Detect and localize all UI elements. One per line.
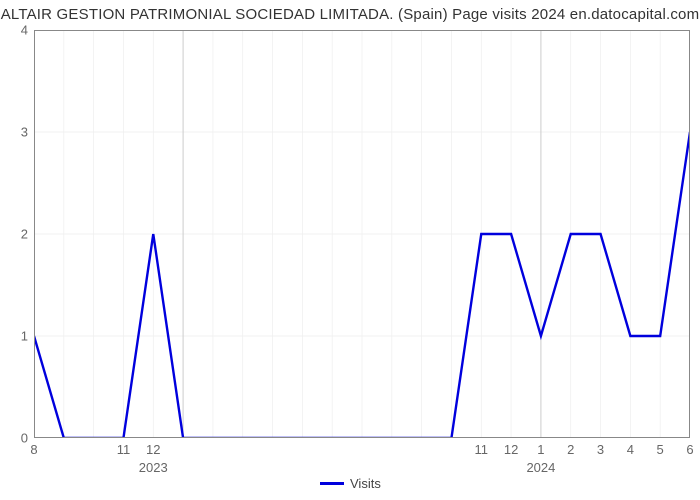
x-tick-label: 4 <box>627 442 634 457</box>
x-tick-label: 8 <box>30 442 37 457</box>
y-tick-label: 2 <box>0 227 28 242</box>
x-tick-label: 3 <box>597 442 604 457</box>
legend: Visits <box>320 476 381 491</box>
x-tick-label: 12 <box>146 442 160 457</box>
x-tick-label: 11 <box>475 442 489 457</box>
x-tick-label: 11 <box>117 442 131 457</box>
y-tick-label: 3 <box>0 125 28 140</box>
x-tick-label: 5 <box>657 442 664 457</box>
x-tick-label: 2 <box>567 442 574 457</box>
y-tick-label: 1 <box>0 329 28 344</box>
legend-swatch <box>320 482 344 485</box>
chart-title: ALTAIR GESTION PATRIMONIAL SOCIEDAD LIMI… <box>0 6 700 23</box>
x-tick-label: 6 <box>686 442 693 457</box>
chart-plot <box>34 30 690 438</box>
x-tick-label: 12 <box>504 442 518 457</box>
y-tick-label: 0 <box>0 431 28 446</box>
x-tick-label: 1 <box>537 442 544 457</box>
x-group-label: 2023 <box>139 460 168 475</box>
legend-label: Visits <box>350 476 381 491</box>
x-group-label: 2024 <box>526 460 555 475</box>
y-tick-label: 4 <box>0 23 28 38</box>
